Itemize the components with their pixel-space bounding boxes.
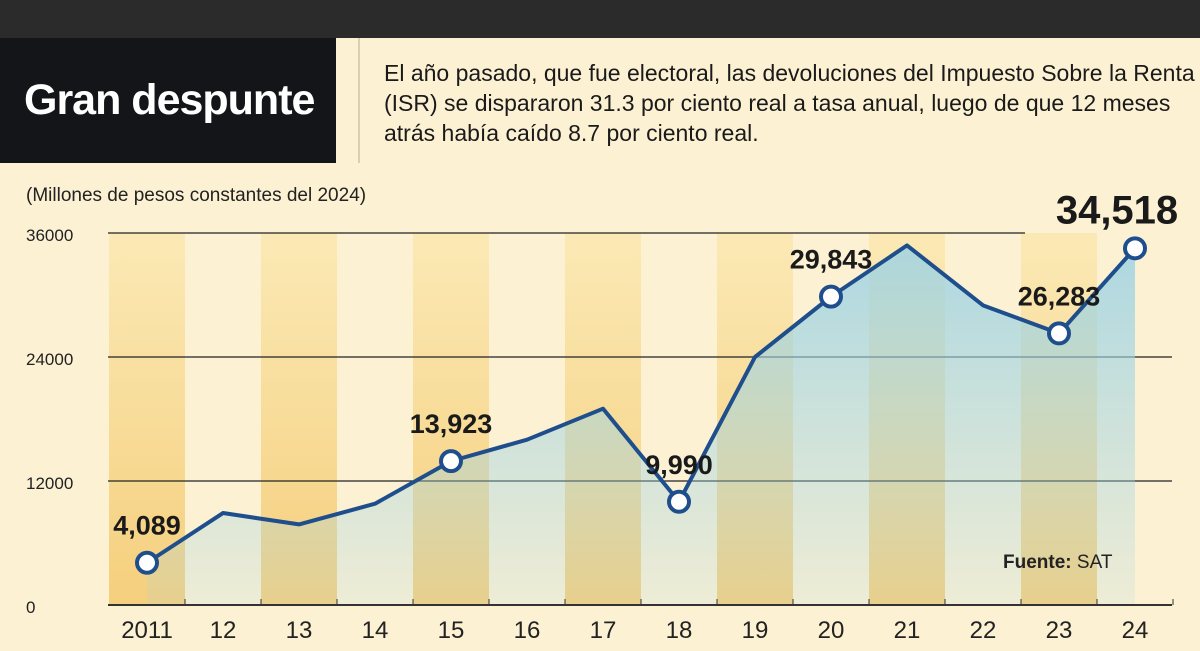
y-tick-label: 0 [26,598,35,617]
data-point [667,489,691,514]
x-tick-label: 18 [666,617,693,644]
x-tick-label: 14 [362,617,389,644]
y-tick-label: 12000 [26,474,73,493]
x-tick-label: 17 [590,617,617,644]
data-label: 29,843 [790,245,873,275]
top-bar [0,0,1200,38]
y-tick-label: 36000 [26,226,73,245]
chart-description: El año pasado, que fue electoral, las de… [358,38,1200,163]
data-label: 9,990 [645,450,713,480]
data-label: 4,089 [113,511,181,541]
data-label: 26,283 [1018,281,1101,311]
source-label: Fuente: [1003,552,1072,573]
x-tick-label: 23 [1046,617,1073,644]
column-stripe [109,233,185,605]
x-tick-label: 20 [818,617,845,644]
source-note: Fuente: SAT [1003,552,1112,574]
area-fill [147,245,1135,605]
data-point [1123,236,1147,261]
x-tick-label: 22 [970,617,997,644]
x-tick-label: 2011 [121,617,173,644]
data-point [439,449,463,474]
data-label: 13,923 [410,409,493,439]
x-tick-label: 15 [438,617,465,644]
x-tick-label: 16 [514,617,541,644]
x-tick-label: 13 [286,617,313,644]
x-tick-label: 24 [1122,617,1149,644]
chart-title: Gran despunte [0,38,336,163]
x-tick-label: 21 [894,617,921,644]
data-point [819,284,843,309]
y-axis-label: (Millones de pesos constantes del 2024) [26,185,367,206]
y-tick-label: 24000 [26,350,73,369]
source-value: SAT [1076,552,1113,573]
series-line [145,243,1137,565]
data-point [135,550,159,575]
data-label: 34,518 [1056,188,1178,232]
data-point [1047,321,1071,346]
x-tick-label: 12 [210,617,237,644]
x-tick-label: 19 [742,617,769,644]
